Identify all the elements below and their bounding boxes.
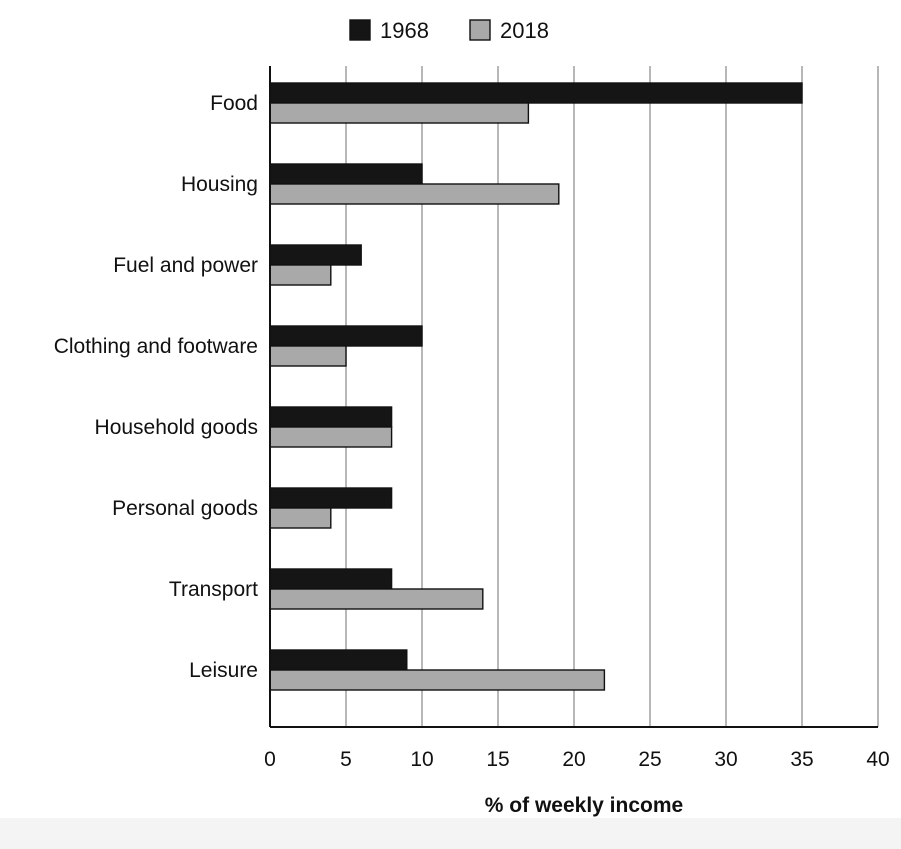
category-label: Personal goods <box>112 497 258 520</box>
bar-1968-leisure <box>269 649 408 671</box>
x-tick-labels: 0 5 10 15 20 25 30 35 40 <box>264 748 890 771</box>
bar-2018-fuel-and-power <box>269 264 332 286</box>
x-tick-label: 20 <box>562 748 585 771</box>
category-label: Housing <box>181 173 258 196</box>
bar-2018-transport <box>269 588 484 610</box>
x-tick-label: 40 <box>866 748 889 771</box>
bar-2018-food <box>269 102 530 124</box>
bar-1968-household-goods <box>269 406 393 428</box>
category-label: Fuel and power <box>113 254 258 277</box>
x-tick-label: 5 <box>340 748 352 771</box>
bar-1968-housing <box>269 163 423 185</box>
legend: 1968 2018 <box>349 18 549 43</box>
legend-swatch-1968 <box>349 19 371 41</box>
bar-2018-leisure <box>269 669 606 691</box>
x-tick-label: 35 <box>790 748 813 771</box>
x-tick-label: 25 <box>638 748 661 771</box>
category-label: Transport <box>169 578 258 601</box>
bar-1968-clothing-and-footware <box>269 325 423 347</box>
bars <box>269 82 803 691</box>
category-label: Household goods <box>95 416 258 439</box>
legend-label-2018: 2018 <box>500 18 549 43</box>
x-tick-label: 15 <box>486 748 509 771</box>
bar-1968-personal-goods <box>269 487 393 509</box>
bar-1968-transport <box>269 568 393 590</box>
category-label: Leisure <box>189 659 258 682</box>
bar-2018-household-goods <box>269 426 393 448</box>
gridlines <box>345 66 879 727</box>
bar-2018-personal-goods <box>269 507 332 529</box>
axes <box>269 66 878 728</box>
bar-2018-housing <box>269 183 560 205</box>
x-tick-label: 0 <box>264 748 276 771</box>
x-tick-label: 10 <box>410 748 433 771</box>
bar-2018-clothing-and-footware <box>269 345 347 367</box>
x-tick-label: 30 <box>714 748 737 771</box>
category-labels: Food Housing Fuel and power Clothing and fo… <box>54 92 258 682</box>
category-label: Food <box>210 92 258 115</box>
bottom-strip <box>0 818 901 849</box>
bar-1968-fuel-and-power <box>269 244 362 266</box>
x-axis-title: % of weekly income <box>485 794 683 817</box>
legend-swatch-2018 <box>469 19 491 41</box>
bar-1968-food <box>269 82 803 104</box>
category-label: Clothing and footware <box>54 335 258 358</box>
legend-label-1968: 1968 <box>380 18 429 43</box>
